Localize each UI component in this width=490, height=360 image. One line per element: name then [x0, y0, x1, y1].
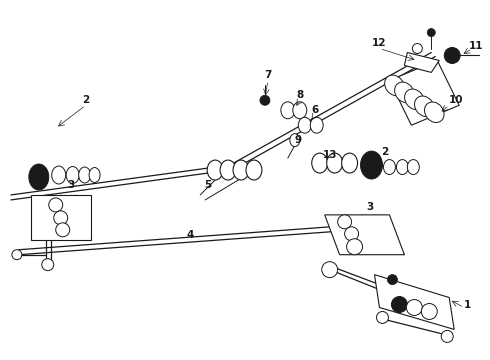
Text: 3: 3 [67, 180, 74, 190]
Ellipse shape [29, 164, 49, 190]
Ellipse shape [66, 167, 79, 184]
Text: 2: 2 [381, 147, 388, 157]
Ellipse shape [233, 160, 249, 180]
Text: 10: 10 [449, 95, 464, 105]
Ellipse shape [52, 166, 66, 184]
Ellipse shape [246, 160, 262, 180]
Ellipse shape [78, 167, 91, 183]
Text: 2: 2 [82, 95, 89, 105]
Ellipse shape [207, 160, 223, 180]
Ellipse shape [298, 117, 311, 133]
Circle shape [322, 262, 338, 278]
Ellipse shape [281, 102, 295, 119]
Circle shape [406, 300, 422, 315]
Text: 7: 7 [264, 71, 271, 80]
Text: 6: 6 [311, 105, 318, 115]
Text: 8: 8 [296, 90, 303, 100]
Circle shape [344, 227, 359, 241]
Circle shape [444, 48, 460, 63]
Circle shape [441, 330, 453, 342]
Ellipse shape [312, 153, 328, 173]
Ellipse shape [310, 117, 323, 133]
Ellipse shape [407, 159, 419, 175]
Text: 12: 12 [372, 37, 387, 48]
Circle shape [42, 259, 54, 271]
Circle shape [421, 303, 437, 319]
Text: 9: 9 [294, 135, 301, 145]
Ellipse shape [394, 82, 414, 103]
Ellipse shape [361, 151, 383, 179]
Text: 1: 1 [464, 300, 471, 310]
Ellipse shape [415, 96, 434, 117]
Ellipse shape [396, 159, 408, 175]
Circle shape [392, 297, 407, 312]
Polygon shape [374, 275, 454, 329]
Text: 5: 5 [204, 180, 212, 190]
Circle shape [338, 215, 352, 229]
Circle shape [376, 311, 389, 323]
Circle shape [49, 198, 63, 212]
Polygon shape [325, 215, 404, 255]
Ellipse shape [327, 153, 343, 173]
Text: 11: 11 [469, 41, 484, 50]
Text: 3: 3 [366, 202, 373, 212]
Circle shape [56, 223, 70, 237]
Polygon shape [31, 195, 91, 240]
Ellipse shape [290, 134, 300, 147]
Ellipse shape [220, 160, 236, 180]
Circle shape [260, 95, 270, 105]
Ellipse shape [424, 102, 444, 122]
Circle shape [388, 275, 397, 285]
Circle shape [413, 44, 422, 54]
Circle shape [54, 211, 68, 225]
Ellipse shape [385, 75, 404, 96]
Circle shape [12, 250, 22, 260]
Polygon shape [404, 53, 439, 72]
Text: 4: 4 [187, 230, 194, 240]
Ellipse shape [293, 102, 307, 119]
Ellipse shape [384, 159, 395, 175]
Ellipse shape [342, 153, 358, 173]
Polygon shape [390, 60, 459, 125]
Circle shape [346, 239, 363, 255]
Ellipse shape [89, 167, 100, 183]
Ellipse shape [405, 89, 424, 109]
Text: 13: 13 [322, 150, 337, 160]
Circle shape [427, 28, 435, 37]
